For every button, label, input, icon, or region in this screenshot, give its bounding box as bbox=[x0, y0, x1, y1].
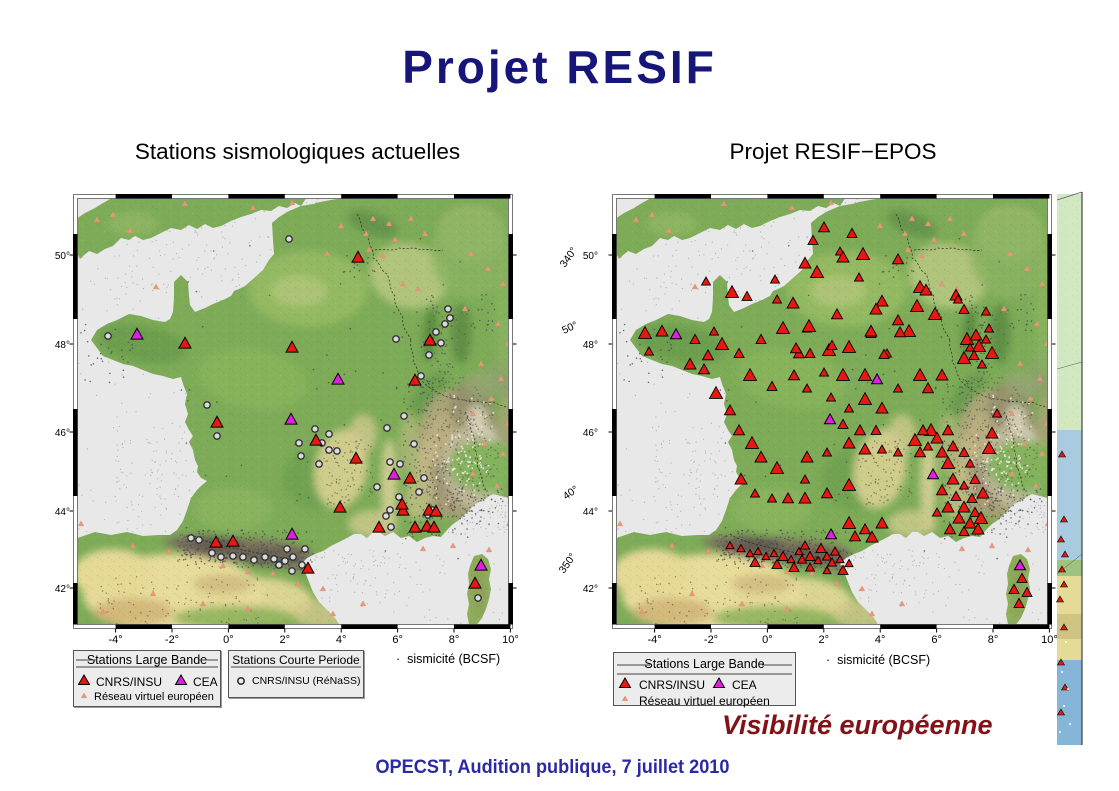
svg-text:0°: 0° bbox=[223, 634, 234, 646]
svg-text:6°: 6° bbox=[392, 634, 403, 646]
svg-text:340°: 340° bbox=[558, 245, 580, 270]
svg-text:6°: 6° bbox=[931, 634, 942, 646]
svg-text:44°: 44° bbox=[55, 507, 70, 518]
svg-text:-2°: -2° bbox=[165, 634, 179, 646]
svg-text:44°: 44° bbox=[583, 507, 598, 518]
svg-text:-4°: -4° bbox=[109, 634, 123, 646]
svg-text:48°: 48° bbox=[55, 340, 70, 351]
svg-text:2°: 2° bbox=[819, 634, 830, 646]
svg-text:4°: 4° bbox=[875, 634, 886, 646]
svg-text:-4°: -4° bbox=[648, 634, 662, 646]
svg-text:46°: 46° bbox=[583, 428, 598, 439]
svg-text:50°: 50° bbox=[583, 251, 598, 262]
svg-text:0°: 0° bbox=[762, 634, 773, 646]
svg-text:-2°: -2° bbox=[704, 634, 718, 646]
svg-text:2°: 2° bbox=[280, 634, 291, 646]
svg-text:10°: 10° bbox=[1041, 634, 1058, 646]
svg-text:42°: 42° bbox=[583, 584, 598, 595]
svg-text:46°: 46° bbox=[55, 428, 70, 439]
svg-text:50°: 50° bbox=[560, 319, 579, 337]
svg-text:4°: 4° bbox=[336, 634, 347, 646]
svg-text:40°: 40° bbox=[561, 484, 581, 503]
svg-text:48°: 48° bbox=[583, 340, 598, 351]
svg-text:8°: 8° bbox=[988, 634, 999, 646]
svg-text:350°: 350° bbox=[557, 551, 579, 576]
svg-text:10°: 10° bbox=[502, 634, 519, 646]
svg-text:8°: 8° bbox=[449, 634, 460, 646]
svg-text:42°: 42° bbox=[55, 584, 70, 595]
svg-text:50°: 50° bbox=[55, 251, 70, 262]
